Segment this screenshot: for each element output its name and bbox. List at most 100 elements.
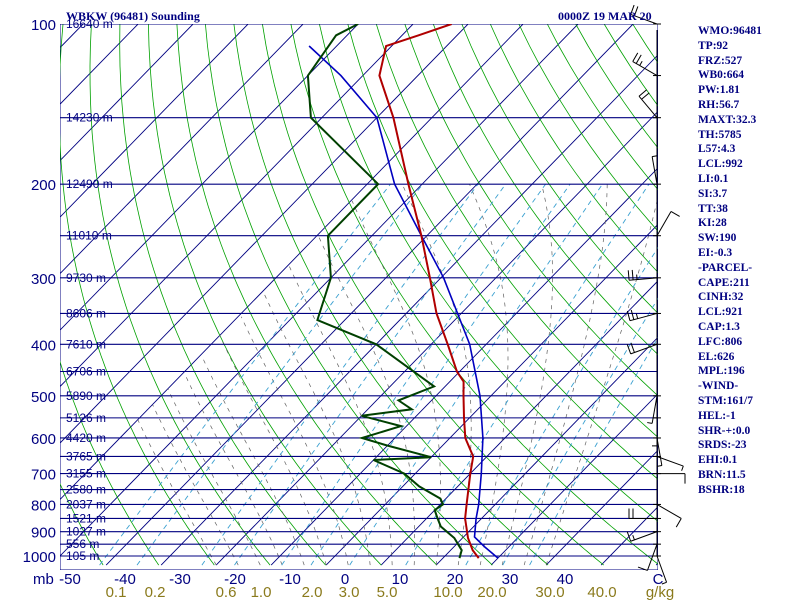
- index-entry: TH:5785: [698, 128, 742, 141]
- temperature-tick-label: -30: [169, 571, 191, 588]
- pressure-tick-label: 400: [31, 337, 56, 354]
- moist-adiabat-line: [137, 419, 217, 566]
- dry-adiabat-line: [489, 24, 658, 273]
- wind-barb: [630, 4, 661, 25]
- mixing-ratio-label: 1.0: [251, 584, 272, 600]
- dry-adiabat-line: [347, 24, 658, 480]
- moist-adiabat-line: [401, 183, 472, 566]
- isotherm-line: [60, 24, 579, 557]
- moist-adiabat-line: [201, 355, 305, 566]
- index-entry: KI:28: [698, 217, 727, 230]
- temperature-tick-label: -20: [224, 571, 246, 588]
- mixing-ratio-label: 40.0: [587, 584, 616, 600]
- index-entry: LCL:992: [698, 158, 743, 171]
- dry-adiabat-line: [262, 24, 604, 566]
- index-entry: FRZ:527: [698, 54, 743, 67]
- pressure-tick-label: 1000: [23, 549, 56, 566]
- mixing-ratio-label: 0.1: [106, 584, 127, 600]
- wind-barb: [632, 52, 661, 77]
- dry-adiabat-line: [148, 24, 382, 566]
- dry-adiabat-line: [205, 24, 493, 566]
- dry-adiabat-line: [461, 24, 658, 314]
- wind-barb: [651, 155, 661, 185]
- pressure-tick-label: 900: [31, 525, 56, 542]
- index-entry: WB0:664: [698, 69, 744, 82]
- isotherm-line: [60, 24, 194, 162]
- index-entry: -PARCEL-: [698, 261, 753, 274]
- index-entry: MPL:196: [698, 365, 745, 378]
- mixing-ratio-unit: g/kg: [646, 584, 674, 600]
- mixing-ratio-label: 0.2: [145, 584, 166, 600]
- height-label: 1521 m: [66, 511, 106, 525]
- index-entry: TT:38: [698, 202, 728, 215]
- dry-adiabat-line: [432, 24, 658, 356]
- moist-adiabat-line: [263, 292, 371, 566]
- dry-adiabat-line: [518, 24, 658, 232]
- mixing-ratio-label: 30.0: [535, 584, 564, 600]
- wind-barb: [653, 211, 680, 237]
- plot-frame: [60, 24, 658, 570]
- dewpoint-trace: [306, 24, 463, 559]
- height-label: 2580 m: [66, 483, 106, 497]
- wind-barb: [653, 455, 684, 471]
- isotherm-line: [215, 110, 658, 566]
- wind-barb-layer: [626, 4, 686, 585]
- dry-adiabat-line: [119, 24, 326, 566]
- pressure-tick-label: 800: [31, 497, 56, 514]
- mixing-ratio-line: [234, 183, 507, 566]
- height-label: 7610 m: [66, 337, 106, 351]
- temperature-tick-label: -50: [59, 571, 81, 588]
- index-entry: EHI:0.1: [698, 454, 738, 467]
- index-entry: RH:56.7: [698, 99, 740, 111]
- index-entry: SW:190: [698, 232, 737, 245]
- index-entry: CAPE:211: [698, 276, 750, 289]
- moist-adiabat-line: [317, 235, 415, 566]
- index-entry: SI:3.7: [698, 187, 728, 200]
- moist-adiabat-line: [219, 335, 327, 566]
- isotherm-line: [60, 24, 249, 218]
- index-entry: EL:626: [698, 350, 735, 363]
- mixing-ratio-label: 10.0: [433, 584, 462, 600]
- isotherm-line: [270, 167, 658, 566]
- isotherm-line: [435, 336, 658, 566]
- moist-adiabat-line: [288, 265, 393, 566]
- temperature-tick-label: 20: [447, 571, 464, 588]
- temperature-tick-label: 40: [557, 571, 574, 588]
- temperature-tick-label: 10: [392, 571, 409, 588]
- dry-adiabat-line: [775, 24, 800, 565]
- index-entry: L57:4.3: [698, 143, 736, 156]
- wind-barb: [638, 89, 661, 119]
- height-label: 1027 m: [66, 525, 106, 539]
- moist-adiabat-line: [523, 184, 608, 566]
- wind-barb: [627, 269, 661, 281]
- moist-adiabat-line: [152, 404, 239, 566]
- mixing-ratio-label: 5.0: [377, 584, 398, 600]
- isotherm-line: [60, 24, 469, 444]
- dry-adiabat-line: [233, 24, 549, 566]
- index-entry: LCL:921: [698, 306, 743, 319]
- wind-barb: [626, 309, 661, 322]
- profile-layer: [306, 24, 499, 559]
- mixing-ratio-line: [502, 297, 658, 566]
- wind-barb: [653, 473, 686, 484]
- dry-adiabat-line: [60, 360, 160, 566]
- dry-adiabat-line: [747, 24, 800, 565]
- dry-adiabat-line: [319, 24, 658, 522]
- chart-grid: [0, 24, 800, 570]
- parcel-trace: [308, 45, 499, 559]
- height-label: 12490 m: [66, 177, 113, 191]
- mixing-ratio-line: [99, 183, 391, 566]
- temperature-tick-label: -10: [279, 571, 301, 588]
- isotherm-line: [160, 54, 658, 566]
- height-label: 105 m: [66, 549, 99, 563]
- height-label: 6706 m: [66, 365, 106, 379]
- height-label: 9730 m: [66, 271, 106, 285]
- dry-adiabat-line: [290, 24, 658, 565]
- index-entry: BRN:11.5: [698, 469, 746, 481]
- index-entry: MAXT:32.3: [698, 113, 757, 126]
- sounding-time: 0000Z 19 MAR 20: [558, 9, 652, 23]
- dry-adiabat-line: [0, 24, 48, 565]
- index-entry: SRDS:-23: [698, 439, 747, 452]
- dry-adiabat-line: [60, 482, 104, 566]
